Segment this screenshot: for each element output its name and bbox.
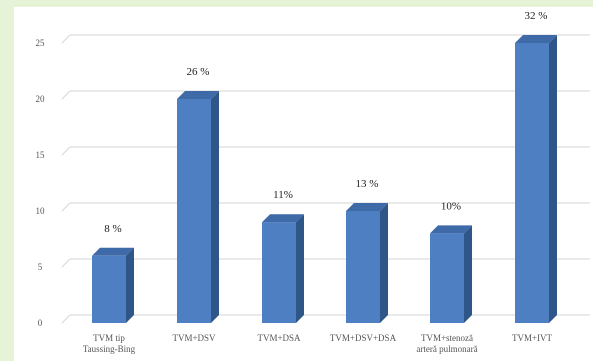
- data-label: 32 %: [525, 10, 548, 22]
- category-label: TVM+DSV: [172, 333, 216, 343]
- gridline-depth: [61, 146, 71, 156]
- category-label: TVM+DSV+DSA: [330, 333, 397, 343]
- gridline-depth: [61, 34, 71, 44]
- data-label: 8 %: [104, 223, 121, 235]
- data-label: 13 %: [356, 178, 379, 190]
- bar-side: [464, 225, 472, 323]
- y-tick-label: 0: [38, 318, 43, 328]
- bar: [262, 222, 296, 323]
- gridline-depth: [61, 90, 71, 100]
- gridline-depth: [61, 314, 71, 324]
- category-label: arteră pulmonară: [416, 344, 477, 354]
- y-tick-label: 15: [36, 150, 46, 160]
- category-label: TVM+DSA: [257, 333, 301, 343]
- y-tick-label: 25: [36, 38, 46, 48]
- bar-top: [262, 214, 304, 223]
- category-label: TVM tip: [93, 333, 125, 343]
- bar: [92, 255, 126, 323]
- bar-side: [296, 214, 304, 323]
- y-tick-label: 5: [38, 262, 43, 272]
- bar-side: [380, 203, 388, 323]
- bar: [346, 211, 380, 323]
- data-label: 10%: [441, 200, 461, 212]
- bars: [92, 35, 557, 323]
- y-axis-ticks: 0 5 10 15 20 25: [36, 38, 46, 328]
- category-label: Taussing-Bing: [83, 344, 136, 354]
- data-labels: 8 % 26 % 11% 13 % 10% 32 %: [104, 10, 547, 235]
- category-label: TVM+stenoză: [421, 333, 473, 343]
- bar-side: [126, 247, 134, 323]
- bar-side: [211, 91, 219, 323]
- bar-top: [346, 203, 388, 211]
- bar: [430, 233, 464, 323]
- y-tick-label: 10: [36, 206, 46, 216]
- bar-side: [549, 35, 557, 323]
- category-label: TVM+IVT: [512, 333, 553, 343]
- bar: [515, 43, 549, 323]
- gridline-depth: [61, 202, 71, 212]
- bar-top: [92, 247, 134, 256]
- bar-top: [430, 225, 472, 234]
- gridlines: [61, 34, 590, 324]
- y-tick-label: 20: [36, 94, 46, 104]
- gridline-depth: [61, 258, 71, 268]
- data-label: 26 %: [187, 66, 210, 78]
- bar-top: [177, 91, 219, 99]
- bar-top: [515, 35, 557, 43]
- bar: [177, 99, 211, 323]
- data-label: 11%: [273, 189, 293, 201]
